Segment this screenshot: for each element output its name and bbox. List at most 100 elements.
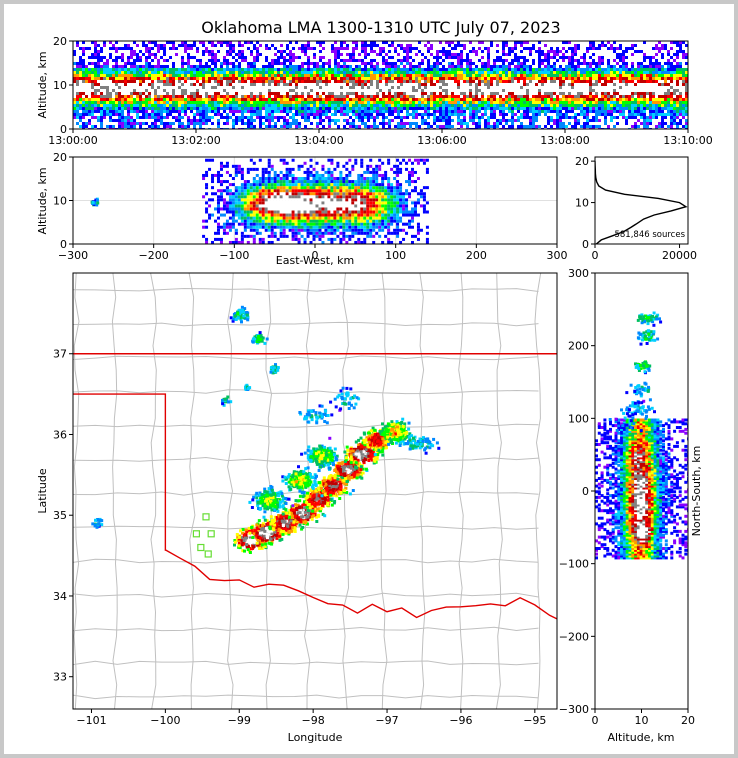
time-source-cell [430,101,433,104]
time-source-cell [370,80,373,83]
time-source-cell [310,101,313,104]
time-source-cell [595,110,598,113]
time-source-cell [544,104,547,107]
ew-source-cell [222,189,226,193]
time-source-cell [559,104,562,107]
time-source-cell [274,98,277,101]
time-source-cell [538,56,541,59]
time-source-cell [448,50,451,53]
time-source-cell [199,104,202,107]
time-source-cell [274,59,277,62]
time-source-cell [526,68,529,71]
time-source-cell [370,107,373,110]
time-source-cell [319,101,322,104]
time-source-cell [685,92,688,95]
time-source-cell [313,110,316,113]
ew-source-cell [219,183,223,187]
time-source-cell [127,107,130,110]
time-source-cell [319,77,322,80]
time-source-cell [655,83,658,86]
time-source-cell [580,104,583,107]
time-source-cell [232,83,235,86]
time-source-cell [631,62,634,65]
time-source-cell [358,80,361,83]
time-source-cell [253,65,256,68]
time-source-cell [439,89,442,92]
time-source-cell [265,116,268,119]
time-source-cell [445,68,448,71]
time-source-cell [328,59,331,62]
time-source-cell [169,113,172,116]
time-source-cell [274,53,277,56]
time-source-cell [673,59,676,62]
time-source-cell [511,104,514,107]
time-source-cell [460,53,463,56]
time-source-cell [526,98,529,101]
time-source-cell [271,77,274,80]
time-source-cell [550,74,553,77]
time-source-cell [643,98,646,101]
time-source-cell [379,104,382,107]
time-source-cell [343,101,346,104]
time-source-cell [79,107,82,110]
time-source-cell [142,74,145,77]
time-source-cell [541,89,544,92]
time-source-cell [373,92,376,95]
time-source-cell [394,83,397,86]
time-source-cell [139,74,142,77]
ew-source-cell [214,173,218,177]
time-source-cell [643,95,646,98]
time-source-cell [220,89,223,92]
time-source-cell [226,83,229,86]
time-source-cell [400,77,403,80]
time-source-cell [379,74,382,77]
time-source-cell [391,86,394,89]
time-source-cell [535,83,538,86]
time-source-cell [571,95,574,98]
time-source-cell [103,86,106,89]
time-source-cell [271,119,274,122]
time-source-cell [523,68,526,71]
time-source-cell [448,86,451,89]
time-source-cell [307,71,310,74]
time-source-cell [343,119,346,122]
time-source-cell [349,92,352,95]
time-source-cell [307,95,310,98]
time-source-cell [502,68,505,71]
time-source-cell [271,95,274,98]
time-source-cell [649,62,652,65]
time-source-cell [121,113,124,116]
time-source-cell [547,62,550,65]
time-source-cell [388,74,391,77]
time-source-cell [211,92,214,95]
time-source-cell [313,116,316,119]
time-source-cell [178,95,181,98]
time-source-cell [202,50,205,53]
time-source-cell [124,95,127,98]
time-source-cell [127,80,130,83]
time-source-cell [550,95,553,98]
time-source-cell [226,71,229,74]
time-source-cell [223,122,226,125]
ew-source-cell [240,201,244,205]
time-source-cell [346,107,349,110]
time-source-cell [370,95,373,98]
time-source-cell [346,92,349,95]
time-source-cell [280,86,283,89]
time-source-cell [322,68,325,71]
time-source-cell [322,47,325,50]
time-source-cell [679,107,682,110]
time-source-cell [370,50,373,53]
time-source-cell [94,116,97,119]
time-source-cell [271,98,274,101]
time-source-cell [256,47,259,50]
time-source-cell [562,122,565,125]
time-source-cell [157,59,160,62]
time-source-cell [436,74,439,77]
time-source-cell [388,44,391,47]
time-source-cell [319,122,322,125]
time-source-cell [631,71,634,74]
time-source-cell [103,68,106,71]
time-source-cell [340,83,343,86]
time-source-cell [403,107,406,110]
